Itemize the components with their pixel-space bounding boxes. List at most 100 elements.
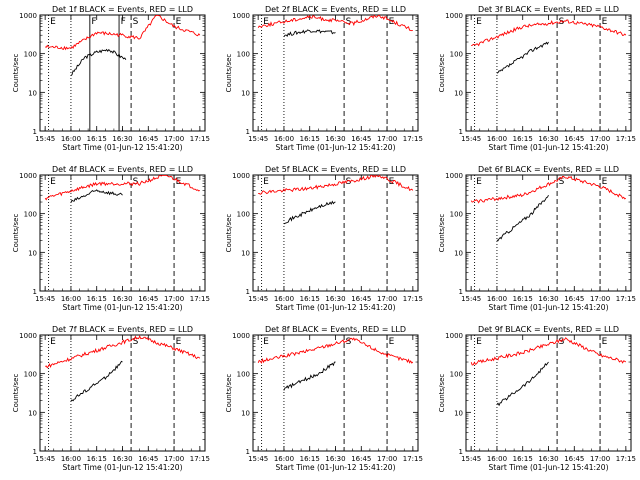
y-tick-label: 1000: [232, 172, 250, 180]
y-tick-label: 10: [454, 249, 463, 257]
x-tick-label: 16:00: [274, 455, 294, 463]
y-tick-label: 10: [28, 409, 37, 417]
y-axis-label: Counts/sec: [438, 214, 446, 253]
y-axis-label: Counts/sec: [12, 54, 20, 93]
x-tick-label: 16:00: [61, 295, 81, 303]
marker-label: E: [263, 17, 269, 27]
series-line-lld: [44, 335, 201, 369]
marker-label: E: [176, 177, 182, 187]
marker-label: S: [559, 17, 565, 27]
x-tick-label: 16:45: [564, 295, 584, 303]
y-tick-label: 100: [450, 51, 463, 59]
x-tick-label: 17:00: [377, 455, 397, 463]
x-tick-label: 17:00: [164, 295, 184, 303]
y-tick-label: 100: [24, 51, 37, 59]
x-axis-label: Start Time (01-Jun-12 15:41:20): [489, 143, 609, 152]
series-line-lld: [44, 14, 201, 51]
x-tick-label: 16:15: [300, 455, 320, 463]
plot-frame: [252, 334, 419, 452]
y-tick-label: 1: [459, 288, 463, 296]
marker-label: E: [176, 337, 182, 347]
x-tick-label: 17:15: [190, 135, 210, 143]
x-tick-label: 16:30: [112, 455, 132, 463]
chart-panel-7: Det 7f BLACK = Events, RED = LLD 1 10 100 10…: [12, 325, 210, 472]
x-tick-label: 16:15: [87, 295, 107, 303]
x-tick-label: 15:45: [35, 455, 55, 463]
y-tick-label: 1: [246, 288, 250, 296]
y-tick-label: 10: [241, 249, 250, 257]
x-axis-label: Start Time (01-Jun-12 15:41:20): [63, 143, 183, 152]
y-tick-label: 1: [246, 128, 250, 136]
y-axis-label: Counts/sec: [225, 374, 233, 413]
series-line-lld: [258, 174, 414, 195]
series-line-lld: [470, 175, 627, 204]
y-tick-label: 10: [241, 409, 250, 417]
x-axis-label: Start Time (01-Jun-12 15:41:20): [63, 303, 183, 312]
marker-label: S: [133, 17, 139, 27]
x-tick-label: 17:15: [616, 455, 636, 463]
x-tick-label: 16:15: [87, 135, 107, 143]
series-line-events: [283, 200, 336, 225]
y-axis-label: Counts/sec: [12, 374, 20, 413]
x-tick-label: 17:15: [403, 135, 423, 143]
chart-title: Det 2f BLACK = Events, RED = LLD: [265, 5, 406, 14]
x-tick-label: 16:45: [351, 455, 371, 463]
marker-label: E: [476, 177, 482, 187]
y-tick-label: 1000: [445, 12, 463, 20]
marker-label: S: [346, 17, 352, 27]
y-tick-label: 1000: [19, 332, 37, 340]
x-tick-label: 17:15: [616, 135, 636, 143]
y-tick-label: 1000: [19, 172, 37, 180]
y-tick-label: 100: [24, 371, 37, 379]
series-line-events: [283, 361, 336, 391]
x-tick-label: 16:30: [112, 135, 132, 143]
y-tick-label: 1000: [232, 332, 250, 340]
chart-panel-4: Det 4f BLACK = Events, RED = LLD 1 10 100 10…: [12, 165, 210, 312]
x-tick-label: 17:00: [377, 135, 397, 143]
marker-label: F: [91, 17, 96, 27]
y-tick-label: 100: [237, 211, 250, 219]
chart-title: Det 5f BLACK = Events, RED = LLD: [265, 165, 406, 174]
y-tick-label: 10: [28, 89, 37, 97]
chart-title: Det 3f BLACK = Events, RED = LLD: [478, 5, 619, 14]
series-line-events: [496, 194, 549, 242]
marker-label: S: [133, 337, 139, 347]
series-line-lld: [44, 174, 201, 201]
x-tick-label: 16:45: [138, 135, 158, 143]
y-axis-label: Counts/sec: [12, 214, 20, 253]
y-tick-label: 100: [450, 371, 463, 379]
plot-frame: [465, 174, 632, 292]
y-tick-label: 1: [246, 448, 250, 456]
x-tick-label: 17:00: [164, 135, 184, 143]
x-tick-label: 17:15: [403, 295, 423, 303]
y-tick-label: 100: [237, 51, 250, 59]
y-tick-label: 10: [454, 89, 463, 97]
plot-frame: [252, 14, 419, 132]
x-tick-label: 16:00: [487, 455, 507, 463]
x-tick-label: 16:15: [513, 295, 533, 303]
chart-panel-9: Det 9f BLACK = Events, RED = LLD 1 10 100 10…: [438, 325, 636, 472]
x-tick-label: 16:45: [564, 455, 584, 463]
x-tick-label: 16:00: [487, 135, 507, 143]
x-axis-label: Start Time (01-Jun-12 15:41:20): [63, 463, 183, 472]
x-tick-label: 17:00: [377, 295, 397, 303]
x-tick-label: 17:15: [190, 295, 210, 303]
y-tick-label: 10: [241, 89, 250, 97]
marker-label: E: [389, 337, 395, 347]
y-tick-label: 1: [459, 448, 463, 456]
y-tick-label: 100: [237, 371, 250, 379]
y-tick-label: 1000: [232, 12, 250, 20]
marker-label: E: [176, 17, 182, 27]
chart-panel-5: Det 5f BLACK = Events, RED = LLD 1 10 100 10…: [225, 165, 423, 312]
plot-frame: [39, 14, 206, 132]
x-tick-label: 17:00: [164, 455, 184, 463]
marker-label: E: [476, 337, 482, 347]
chart-panel-1: Det 1f BLACK = Events, RED = LLD 1 10 100 10…: [12, 5, 210, 152]
chart-title: Det 8f BLACK = Events, RED = LLD: [265, 325, 406, 334]
x-axis-label: Start Time (01-Jun-12 15:41:20): [489, 463, 609, 472]
series-line-events: [283, 29, 336, 38]
x-tick-label: 16:15: [87, 455, 107, 463]
y-tick-label: 1000: [445, 172, 463, 180]
x-axis-label: Start Time (01-Jun-12 15:41:20): [489, 303, 609, 312]
